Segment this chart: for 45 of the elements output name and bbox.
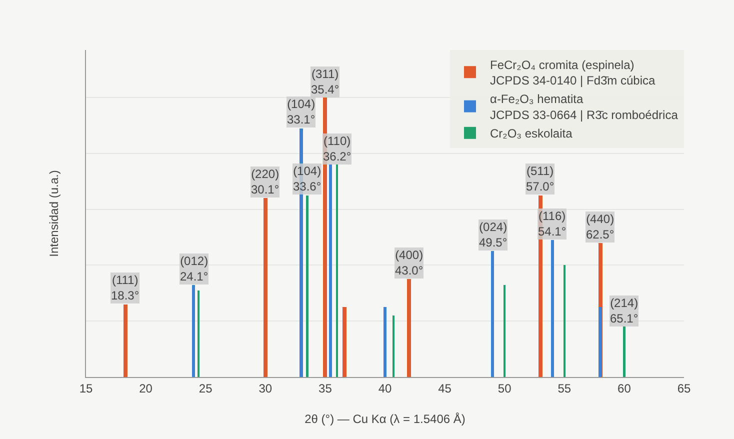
legend-label: α-Fe₂O₃ hematita JCPDS 33-0664 | R3̄c romboédrica <box>490 92 678 122</box>
bar <box>342 307 346 377</box>
bar <box>123 304 128 377</box>
annotation: (400) 43.0° <box>395 248 424 278</box>
x-tick-label: 40 <box>378 381 392 396</box>
x-tick-label: 15 <box>79 381 93 396</box>
bar <box>550 240 554 377</box>
annotation: (214) 65.1° <box>610 296 638 326</box>
bar <box>329 164 332 377</box>
bar <box>192 284 196 377</box>
x-axis-title: 2θ (°) — Cu Kα (λ = 1.5406 Å) <box>304 412 466 426</box>
annotation: (110) 36.2° <box>323 134 352 164</box>
x-tick-label: 65 <box>677 381 691 396</box>
bar <box>491 251 494 377</box>
annotation: (116) 54.1° <box>538 209 566 239</box>
bar <box>563 265 566 377</box>
bar <box>306 195 308 377</box>
bar <box>623 326 626 377</box>
x-tick-label: 50 <box>498 381 512 396</box>
bar <box>406 279 411 377</box>
bar <box>598 307 602 377</box>
bar <box>392 316 394 377</box>
bar <box>336 164 338 377</box>
x-tick-label: 25 <box>198 381 213 396</box>
bar <box>197 290 200 377</box>
annotation: (311) 35.4° <box>311 67 340 97</box>
bar <box>263 198 268 377</box>
bar <box>383 307 387 377</box>
bar <box>504 284 506 377</box>
annotation: (012) 24.1° <box>180 254 208 284</box>
x-tick-label: 60 <box>618 381 632 396</box>
x-tick-label: 45 <box>438 381 452 396</box>
annotation: (511) 57.0° <box>526 164 554 194</box>
y-axis-title: Intensidad (u.a.) <box>47 170 61 257</box>
annotation: (111) 18.3° <box>111 273 140 303</box>
annotation: (104) 33.1° <box>287 97 316 127</box>
legend-label: Cr₂O₃ eskolaita <box>490 126 573 141</box>
x-tick-label: 35 <box>318 381 332 396</box>
x-tick-label: 55 <box>558 381 572 396</box>
annotation: (440) 62.5° <box>586 212 614 242</box>
x-tick-label: 20 <box>139 381 153 396</box>
annotation: (104) 33.6° <box>293 164 322 194</box>
annotation: (024) 49.5° <box>479 220 508 250</box>
annotation: (220) 30.1° <box>251 167 280 197</box>
x-tick-label: 30 <box>258 381 272 396</box>
